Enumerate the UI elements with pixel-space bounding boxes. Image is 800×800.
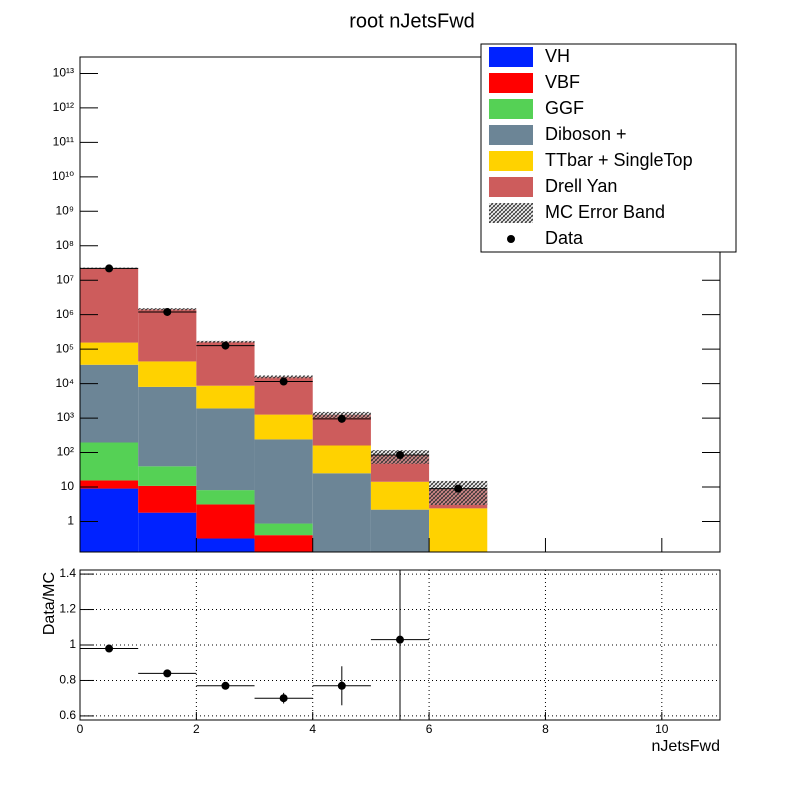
x-tick-label: 8 [542, 722, 549, 736]
legend-swatch [489, 73, 533, 93]
y-tick-label: 0.8 [59, 673, 76, 687]
ratio-pad: 0.6 0.8 1 1.2 1.4 0 2 4 6 8 10 nJetsFwd Data/MC [41, 566, 721, 755]
y-tick-label: 10⁸ [56, 238, 74, 252]
y-tick-label: 10¹³ [53, 66, 74, 80]
stack-bar [254, 535, 313, 552]
stack-bar [196, 385, 255, 409]
legend-label: MC Error Band [545, 202, 665, 222]
y-tick-label: 0.6 [59, 708, 76, 722]
ratio-point [163, 669, 172, 678]
ratio-point [337, 681, 346, 690]
y-tick-label: 10⁹ [56, 203, 75, 217]
stack-bar [196, 490, 255, 505]
stack-bar [312, 445, 371, 474]
y-tick-label: 10 [61, 479, 75, 493]
data-point [163, 307, 172, 316]
y-tick-label: 10³ [57, 410, 74, 424]
legend: VH VBF GGF Diboson + TTbar + SingleTop Drell … [480, 43, 737, 253]
x-tick-label: 2 [193, 722, 200, 736]
y-tick-label: 10⁴ [55, 376, 74, 390]
stack-bar [254, 523, 313, 536]
y-axis-label: Data/MC [41, 572, 58, 635]
stack-bar [80, 480, 139, 489]
data-point [337, 414, 346, 423]
stack-bar [138, 485, 197, 513]
data-point [105, 264, 114, 273]
stack-bar [138, 361, 197, 387]
x-tick-label: 0 [77, 722, 84, 736]
stack-bar [196, 408, 255, 491]
legend-swatch [489, 177, 533, 197]
stack-bar [138, 512, 197, 552]
stack-bar [80, 364, 139, 443]
x-tick-label: 6 [426, 722, 433, 736]
error-band [429, 480, 488, 506]
data-point [279, 377, 288, 386]
y-tick-label: 10¹¹ [53, 135, 74, 149]
data-point [454, 484, 463, 493]
legend-swatch [489, 47, 533, 67]
x-axis-label: nJetsFwd [652, 738, 720, 755]
x-tick-label: 4 [309, 722, 316, 736]
stack-bar [196, 504, 255, 539]
ratio-point [105, 644, 114, 653]
y-tick-label: 10² [57, 445, 74, 459]
legend-label: VH [545, 46, 570, 66]
plot-frame [79, 56, 721, 553]
legend-swatch [489, 203, 533, 223]
stack-bar [80, 488, 139, 552]
legend-marker [507, 235, 515, 243]
ratio-point [279, 694, 288, 703]
legend-label: TTbar + SingleTop [545, 150, 693, 170]
y-tick-label: 10⁵ [56, 341, 74, 355]
stack-bar [370, 509, 430, 552]
legend-label: VBF [545, 72, 580, 92]
legend-label: Drell Yan [545, 176, 617, 196]
x-tick-label: 10 [655, 722, 669, 736]
legend-label: GGF [545, 98, 584, 118]
y-tick-label: 1 [67, 514, 74, 528]
stack-bar [254, 414, 313, 440]
stack-bar [312, 473, 371, 552]
y-tick-label: 10⁷ [56, 272, 74, 286]
stack-bar [254, 439, 313, 524]
y-tick-label: 1.2 [59, 602, 76, 616]
y-tick-label: 10¹² [53, 100, 74, 114]
y-tick-label: 1.4 [59, 566, 76, 580]
legend-label: Diboson + [545, 124, 627, 144]
legend-swatch [489, 151, 533, 171]
y-tick-label: 1 [69, 637, 76, 651]
plot-frame [79, 569, 721, 721]
stack-bar [80, 268, 139, 343]
error-band [254, 375, 313, 379]
data-point [396, 450, 404, 459]
stack-bar [196, 538, 255, 552]
data-point [221, 341, 230, 350]
chart-title: root nJetsFwd [349, 10, 475, 32]
stack-bar [138, 466, 197, 486]
legend-swatch [489, 125, 533, 145]
stack-bar [370, 481, 430, 510]
stack-bar [138, 386, 197, 467]
stack-bar [138, 309, 197, 362]
ratio-point [221, 681, 230, 690]
stack-bar [429, 508, 488, 552]
ratio-point [396, 635, 404, 644]
legend-label: Data [545, 228, 584, 248]
legend-swatch [489, 99, 533, 119]
stack-bar [80, 342, 139, 365]
y-tick-label: 10¹⁰ [52, 169, 74, 183]
stack-bar [80, 442, 139, 481]
y-tick-label: 10⁶ [56, 307, 74, 321]
